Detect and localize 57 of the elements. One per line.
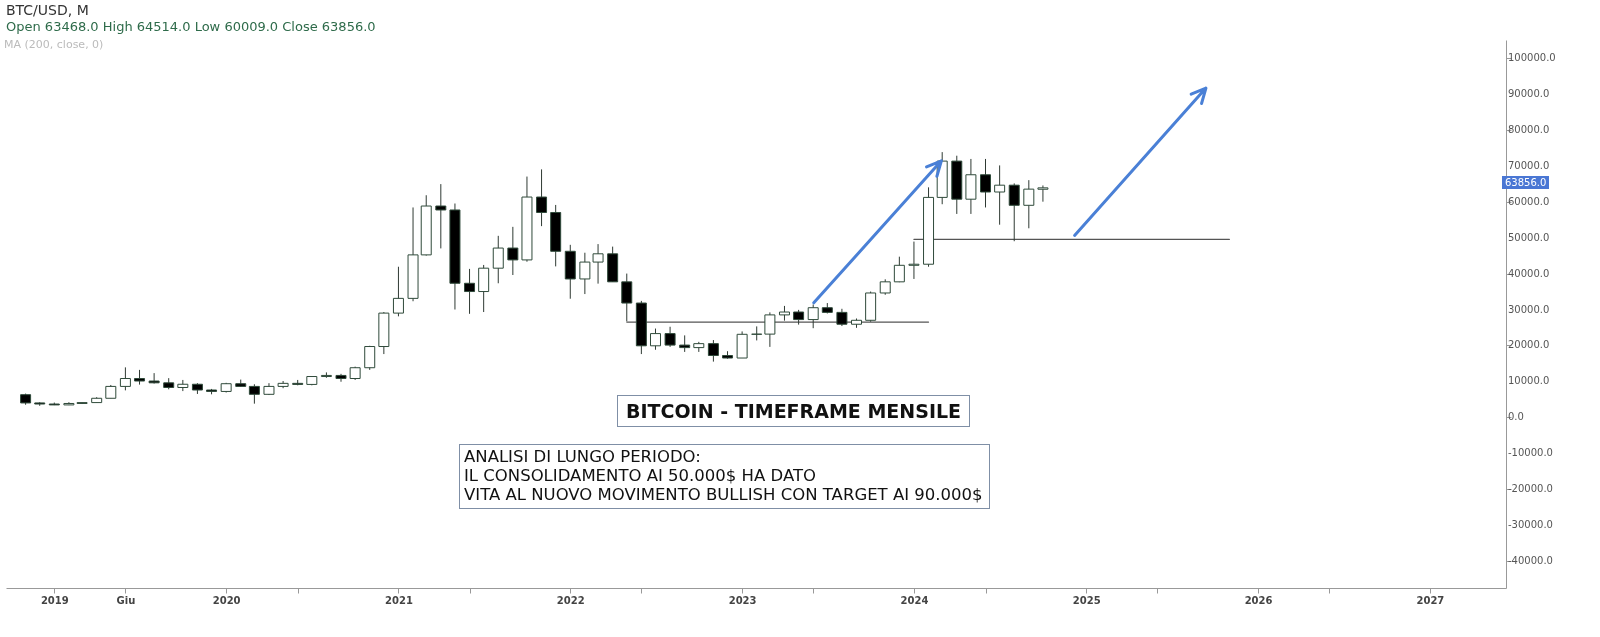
- candlestick: [507, 226, 519, 276]
- x-tick-label: 2025: [1072, 594, 1101, 606]
- x-tick-label: 2020: [212, 594, 241, 606]
- candlestick: [807, 303, 819, 329]
- y-tick-label: -10000.0: [1508, 447, 1553, 459]
- candlestick: [148, 372, 160, 385]
- y-tick-label: 60000.0: [1508, 195, 1550, 207]
- x-tick-label: 2021: [385, 594, 413, 606]
- y-tick-label: 100000.0: [1508, 51, 1556, 63]
- candlestick: [994, 164, 1006, 226]
- candlestick: [621, 273, 633, 322]
- chart-subtitle: Open 63468.0 High 64514.0 Low 60009.0 Close 63856.0: [6, 19, 376, 34]
- y-tick-label: 10000.0: [1508, 375, 1550, 387]
- x-tick-label: 2027: [1416, 594, 1445, 606]
- candlestick: [536, 168, 548, 227]
- annotation: ANALISI DI LUNGO PERIODO: IL CONSOLIDAMENTO AI 50.000$ HA DATO VITA AL NUOVO MOVIMENTO BULLISH CON TARGET AI 90.000$: [459, 444, 990, 510]
- candlestick: [478, 264, 490, 313]
- candlestick: [1037, 184, 1049, 203]
- y-tick-label: -40000.0: [1508, 555, 1553, 567]
- candlestick: [707, 339, 719, 363]
- candlestick: [364, 345, 376, 371]
- candlestick: [464, 268, 476, 315]
- text: 63856.0: [1502, 175, 1550, 189]
- candlestick: [435, 183, 447, 249]
- y-tick-label: 90000.0: [1508, 87, 1550, 99]
- y-tick-label: 80000.0: [1508, 123, 1550, 135]
- x-tick-label: 2024: [900, 594, 929, 606]
- annotation: MA (200, close, 0): [4, 38, 104, 51]
- x-tick-label: 2023: [728, 594, 757, 606]
- y-tick-label: 40000.0: [1508, 267, 1550, 279]
- x-tick-label: 2026: [1244, 594, 1273, 606]
- candlestick: [764, 311, 776, 348]
- candlestick: [736, 330, 748, 359]
- y-tick-label: -20000.0: [1508, 483, 1553, 495]
- y-tick-label: 50000.0: [1508, 231, 1550, 243]
- y-tick-label: 70000.0: [1508, 159, 1550, 171]
- x-tick-label: Giu: [116, 594, 136, 606]
- candlestick: [649, 328, 661, 351]
- y-tick-label: 0.0: [1508, 411, 1524, 423]
- candlestick: [908, 241, 920, 280]
- candlestick: [492, 235, 504, 284]
- candlestick: [392, 266, 404, 317]
- y-tick-label: 30000.0: [1508, 303, 1550, 315]
- candlestick: [1008, 182, 1020, 242]
- x-tick-label: 2019: [40, 594, 69, 606]
- x-tick-label: 2022: [556, 594, 585, 606]
- candlestick: [664, 326, 676, 348]
- candlestick: [248, 383, 260, 405]
- annotation: BITCOIN - TIMEFRAME MENSILE: [617, 394, 971, 427]
- candlestick: [893, 256, 905, 283]
- candlestick: [335, 373, 347, 383]
- chart-title: BTC/USD, M: [6, 2, 89, 18]
- candlestick: [980, 158, 991, 208]
- y-tick-label: 20000.0: [1508, 339, 1550, 351]
- y-tick-label: -30000.0: [1508, 519, 1553, 531]
- candlestick: [1023, 179, 1035, 229]
- candlestick: [119, 366, 131, 391]
